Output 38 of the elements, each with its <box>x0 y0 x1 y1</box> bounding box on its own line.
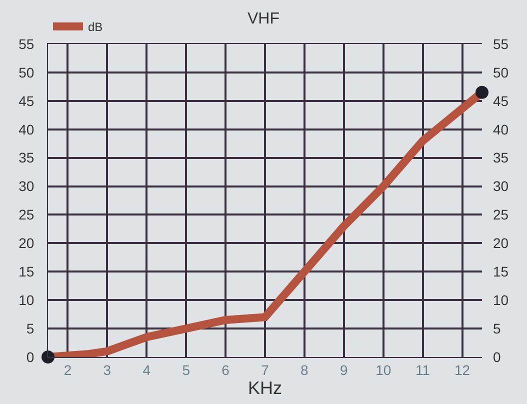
y-tick-label: 15 <box>18 264 34 280</box>
y2-tick-label: 30 <box>493 178 509 194</box>
y-tick-label: 45 <box>18 92 34 109</box>
x-tick-label: 3 <box>103 362 112 378</box>
y2-tick-label: 55 <box>493 36 509 52</box>
y-tick-label: 50 <box>18 64 34 80</box>
y2-tick-label: 0 <box>493 348 501 365</box>
x-tick-label: 9 <box>340 362 348 378</box>
y2-tick-label: 50 <box>493 64 509 80</box>
x-tick-label: 5 <box>182 362 190 378</box>
y2-tick-label: 25 <box>493 206 509 223</box>
x-tick-label: 11 <box>416 362 430 378</box>
legend-label: dB <box>88 20 103 34</box>
x-tick-label: 12 <box>454 362 470 378</box>
y-tick-label: 0 <box>26 348 34 365</box>
y2-tick-label: 10 <box>493 292 509 308</box>
y2-tick-label: 45 <box>493 92 509 109</box>
x-tick-label: 7 <box>261 362 270 378</box>
x-axis-title: KHz <box>248 378 282 398</box>
x-tick-label: 4 <box>142 362 151 378</box>
y2-tick-label: 35 <box>493 150 509 166</box>
y-tick-label: 35 <box>18 150 34 166</box>
y-tick-label: 25 <box>18 206 34 223</box>
y2-tick-label: 5 <box>493 320 501 336</box>
x-tick-label: 10 <box>376 362 392 378</box>
x-tick-label: 8 <box>300 362 309 378</box>
y2-tick-label: 15 <box>493 264 509 280</box>
y2-tick-label: 20 <box>493 235 509 252</box>
y-tick-label: 30 <box>18 178 34 194</box>
chart-title: VHF <box>248 10 280 28</box>
x-tick-label: 2 <box>64 362 72 378</box>
x-tick-label: 6 <box>222 362 230 378</box>
y-tick-label: 55 <box>18 36 34 52</box>
y-tick-label: 5 <box>26 320 34 336</box>
y-tick-label: 40 <box>18 121 34 138</box>
y2-tick-label: 40 <box>493 121 509 138</box>
y-tick-label: 10 <box>18 292 34 308</box>
y-tick-label: 20 <box>18 235 34 252</box>
